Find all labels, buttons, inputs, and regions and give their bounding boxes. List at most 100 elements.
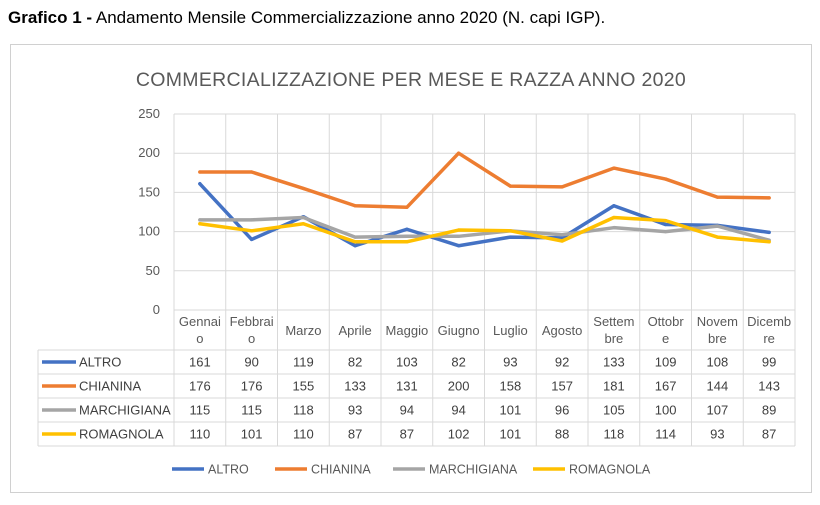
data-point [250,218,254,222]
caption-label: Grafico 1 - [8,8,93,27]
data-cell: 181 [603,379,625,394]
category-label: Gennai [179,314,221,329]
row-series-name: ROMAGNOLA [79,427,164,442]
data-point [198,182,202,186]
data-point [508,235,512,239]
y-tick-label: 250 [138,106,160,121]
data-point [508,184,512,188]
category-label: Luglio [493,323,528,338]
data-point [353,235,357,239]
data-cell: 167 [655,379,677,394]
category-label: Dicemb [747,314,791,329]
data-point [405,205,409,209]
data-point [664,222,668,227]
legend-label: MARCHIGIANA [429,463,518,477]
data-point [457,151,461,155]
data-point [767,240,771,244]
chart-title: COMMERCIALIZZAZIONE PER MESE E RAZZA ANN… [136,69,686,91]
data-cell: 158 [500,379,522,394]
data-point [250,170,254,174]
legend: ALTRO CHIANINA MARCHIGIANA ROMAGNOLA [172,463,651,477]
data-cell: 99 [762,355,776,370]
data-cell: 92 [555,355,569,370]
data-point [664,219,668,223]
data-cell: 133 [603,355,625,370]
data-point [301,222,305,226]
data-cell: 89 [762,403,776,418]
chart-frame [10,44,812,493]
legend-label: CHIANINA [311,463,371,477]
data-point [560,236,564,240]
data-cell: 144 [707,379,729,394]
category-label: re [763,331,775,346]
category-label: bre [604,331,623,346]
data-cell: 114 [655,427,676,442]
data-point [560,233,564,237]
data-cell: 96 [555,403,569,418]
data-point [301,186,305,191]
data-cell: 101 [500,427,522,442]
data-point [353,204,357,208]
category-label: Maggio [386,323,429,338]
data-point [767,196,771,200]
data-point [664,177,668,181]
data-point [612,215,616,220]
category-label: o [196,331,203,346]
series-line [198,215,771,242]
y-tick-label: 0 [153,302,160,317]
data-cell: 115 [190,403,211,418]
data-cell: 200 [448,379,470,394]
data-point [198,222,202,226]
data-point [301,215,305,220]
data-cell: 131 [396,379,418,394]
data-point [612,226,616,230]
series-line [198,151,771,210]
data-point [457,244,461,248]
legend-label: ALTRO [208,463,249,477]
data-point [457,228,461,232]
category-label: Aprile [339,323,372,338]
y-tick-label: 200 [138,145,160,160]
data-cell: 118 [293,403,314,418]
category-label: e [662,331,669,346]
data-point [715,224,719,228]
legend-label: ROMAGNOLA [569,463,651,477]
series-lines [198,151,771,248]
data-point [198,170,202,174]
category-label: Ottobr [648,314,685,329]
data-cell: 88 [555,427,569,442]
data-cell: 108 [707,355,729,370]
row-series-name: CHIANINA [79,379,141,394]
data-cell: 94 [451,403,465,418]
data-point [457,234,461,238]
data-point [508,229,512,233]
data-point [405,234,409,238]
category-label: Giugno [438,323,480,338]
data-cell: 87 [762,427,776,442]
data-point [560,239,564,243]
data-point [405,227,409,231]
figure-caption: Grafico 1 - Andamento Mensile Commercial… [8,8,605,28]
data-cell: 109 [655,355,677,370]
row-series-name: MARCHIGIANA [79,403,171,418]
data-point [715,235,719,239]
data-cell: 93 [348,403,362,418]
data-table: Gennai o Febbrai o Marzo Aprile Maggio Giugno Lu… [37,114,796,447]
category-label: Agosto [542,323,582,338]
data-cell: 107 [707,403,729,418]
data-cell: 82 [451,355,465,370]
data-cell: 157 [551,379,573,394]
data-cell: 110 [293,427,314,442]
data-point [405,240,409,244]
category-label: bre [708,331,727,346]
data-cell: 143 [758,379,780,394]
data-cell: 101 [241,427,263,442]
data-cell: 176 [189,379,211,394]
y-axis-ticks: 0 50 100 150 200 250 [138,106,160,317]
data-point [198,218,202,222]
data-cell: 82 [348,355,362,370]
data-cell: 176 [241,379,263,394]
data-cell: 90 [244,355,258,370]
data-point [767,230,771,234]
